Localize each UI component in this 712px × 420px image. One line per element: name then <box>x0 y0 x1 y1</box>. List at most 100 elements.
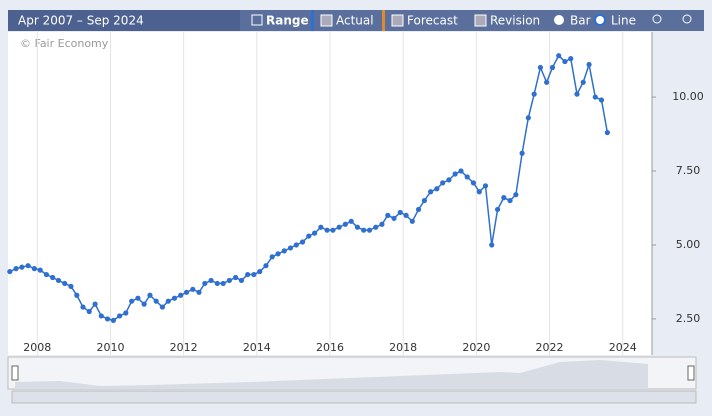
data-point <box>31 266 37 272</box>
bar-radio[interactable] <box>554 15 564 25</box>
actual-toggle[interactable]: Actual <box>336 14 374 28</box>
data-point <box>562 58 568 65</box>
data-point <box>7 268 13 275</box>
date-range: Apr 2007 – Sep 2024 <box>18 14 144 28</box>
data-point <box>537 64 543 71</box>
data-point <box>263 263 269 269</box>
data-point <box>257 268 263 275</box>
data-point <box>269 254 275 260</box>
revision-toggle[interactable]: Revision <box>490 14 540 28</box>
x-tick-label: 2014 <box>243 341 271 354</box>
data-point <box>281 248 287 254</box>
y-tick-label: 2.50 <box>676 312 701 325</box>
data-point <box>385 212 391 218</box>
data-point <box>604 129 610 136</box>
data-point <box>464 174 470 180</box>
bar-option[interactable]: Bar <box>570 14 591 28</box>
data-point <box>391 215 397 221</box>
data-point <box>574 91 580 97</box>
x-tick-label: 2008 <box>23 341 51 354</box>
data-point <box>592 94 598 100</box>
data-point <box>440 180 446 186</box>
data-point <box>470 180 477 186</box>
data-point <box>190 286 196 292</box>
data-point <box>74 292 80 298</box>
data-point <box>68 283 74 289</box>
y-tick-label: 5.00 <box>676 238 701 251</box>
x-tick-label: 2016 <box>316 341 344 354</box>
data-point <box>403 212 409 218</box>
data-point <box>434 186 440 192</box>
data-point <box>544 79 550 85</box>
data-point <box>220 280 226 287</box>
data-point <box>98 313 104 319</box>
revision-checkbox[interactable] <box>474 14 487 27</box>
data-point <box>153 298 159 304</box>
data-point <box>452 171 458 177</box>
zoom-out[interactable] <box>682 14 692 24</box>
data-point <box>25 263 31 269</box>
data-point <box>165 298 171 304</box>
data-point <box>13 266 19 272</box>
data-point <box>159 304 166 310</box>
data-point <box>421 197 428 204</box>
data-point <box>123 310 129 316</box>
data-point <box>348 218 354 224</box>
data-point <box>482 183 489 189</box>
data-point <box>62 280 68 287</box>
forecast-toggle[interactable]: Forecast <box>407 14 458 28</box>
data-point <box>519 150 525 156</box>
data-point <box>489 242 495 248</box>
data-point <box>293 242 299 248</box>
data-point <box>458 168 464 174</box>
x-tick-label: 2024 <box>609 341 637 354</box>
data-point <box>147 292 153 298</box>
data-point <box>104 316 111 322</box>
data-point <box>232 274 239 281</box>
data-point <box>171 295 178 301</box>
data-point <box>129 298 135 304</box>
navigator-handle-right[interactable] <box>687 365 695 381</box>
range-icon <box>251 14 263 26</box>
data-point <box>50 274 56 281</box>
data-point <box>428 189 434 195</box>
scrollbar[interactable] <box>11 390 697 404</box>
actual-checkbox[interactable] <box>320 14 333 27</box>
data-point <box>336 224 342 230</box>
x-tick-label: 2012 <box>170 341 198 354</box>
data-point <box>379 221 385 227</box>
data-point <box>196 289 202 295</box>
navigator-handle-left[interactable] <box>11 365 19 381</box>
data-point <box>214 280 220 287</box>
data-point <box>287 245 294 251</box>
data-point <box>37 267 43 273</box>
data-point <box>92 301 98 307</box>
toolbar: Apr 2007 – Sep 2024 Range Actual Forecas… <box>8 10 704 31</box>
line-option[interactable]: Line <box>611 14 636 28</box>
zoom-in[interactable] <box>652 14 662 24</box>
data-point <box>568 56 574 62</box>
data-point <box>43 271 50 278</box>
range-button[interactable]: Range <box>266 14 309 28</box>
data-point <box>226 277 232 284</box>
forecast-checkbox[interactable] <box>391 14 404 27</box>
data-point <box>507 197 513 204</box>
data-point <box>415 206 422 213</box>
actual-swatch <box>311 10 314 31</box>
data-point <box>178 292 184 298</box>
data-point <box>324 227 330 233</box>
data-point <box>373 224 379 230</box>
data-point <box>208 277 214 284</box>
data-point <box>312 230 318 236</box>
data-point <box>245 271 251 278</box>
data-point <box>299 239 306 245</box>
data-point <box>354 224 361 230</box>
data-point <box>135 295 141 301</box>
data-point <box>361 227 367 233</box>
line-radio[interactable] <box>594 14 606 26</box>
range-bg <box>8 10 240 31</box>
data-point <box>275 251 281 257</box>
forecast-swatch <box>382 10 385 31</box>
